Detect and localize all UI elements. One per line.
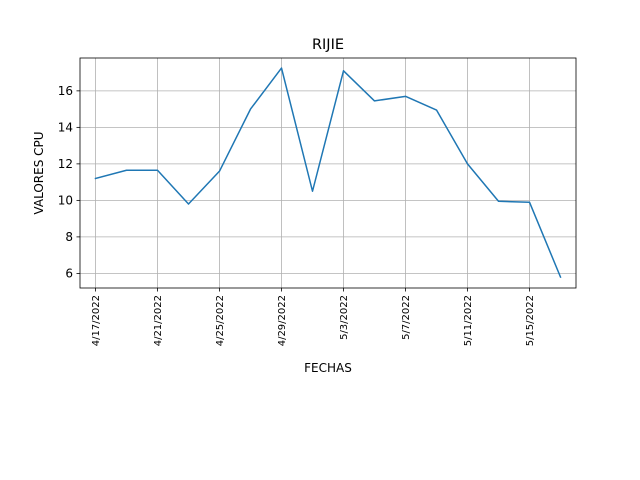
y-tick-label: 8 xyxy=(65,230,73,244)
chart-title: RIJIE xyxy=(312,37,344,53)
y-tick-label: 10 xyxy=(58,194,73,208)
x-tick-label: 5/3/2022 xyxy=(339,295,350,340)
plot-frame xyxy=(79,57,577,289)
y-tick-label: 12 xyxy=(58,157,73,171)
y-tick-label: 16 xyxy=(58,84,73,98)
x-tick-label: 5/7/2022 xyxy=(401,295,412,340)
x-axis: 4/17/2022 4/21/2022 4/25/2022 4/29/2022 5/3/… xyxy=(91,288,536,346)
x-tick-label: 4/25/2022 xyxy=(215,295,226,346)
x-axis-label: FECHAS xyxy=(304,361,352,375)
series-line xyxy=(94,67,562,279)
x-tick-label: 5/15/2022 xyxy=(525,295,536,346)
y-tick-label: 14 xyxy=(58,121,73,135)
y-axis: 6 8 10 12 14 16 xyxy=(58,84,80,281)
x-tick-label: 4/17/2022 xyxy=(91,295,102,346)
x-tick-label: 5/11/2022 xyxy=(463,295,474,346)
x-tick-label: 4/21/2022 xyxy=(153,295,164,346)
y-axis-label: VALORES CPU xyxy=(32,131,46,214)
series-layer xyxy=(94,67,562,279)
y-tick-label: 6 xyxy=(65,267,73,281)
x-tick-label: 4/29/2022 xyxy=(277,295,288,346)
